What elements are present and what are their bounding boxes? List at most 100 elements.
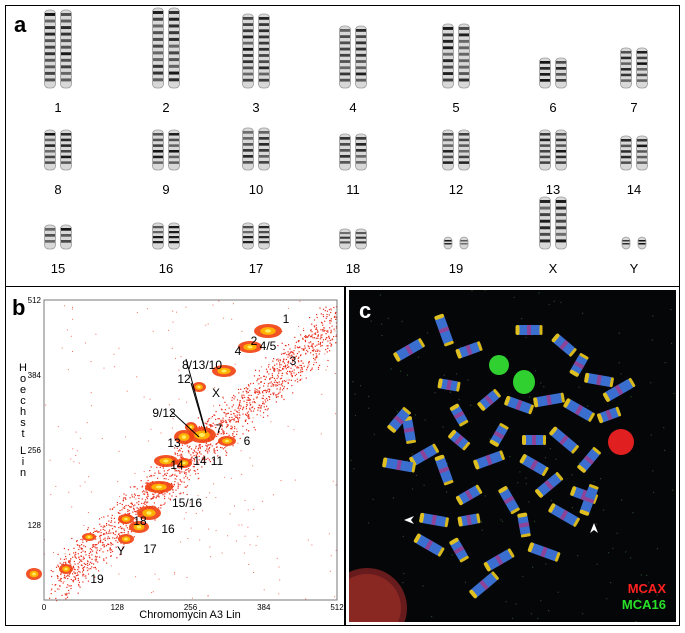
scatter-dot [100,530,101,531]
scatter-dot [158,495,159,496]
scatter-dot [106,523,107,524]
metaphase-chromosome [519,453,549,476]
metaphase-image: c MCAX MCA16 [349,290,676,622]
scatter-dot [314,319,315,320]
scatter-dot [112,544,113,545]
scatter-dot [223,418,224,419]
scatter-dot [298,357,299,358]
peak-center [199,433,205,437]
scatter-dot [326,369,327,370]
scatter-dot [90,562,91,563]
scatter-dot [106,563,107,564]
scatter-dot [128,531,129,532]
scatter-dot [84,558,85,559]
scatter-dot [260,382,261,383]
scatter-dot [330,343,331,344]
scatter-dot [87,529,88,530]
scatter-dot [67,597,68,598]
scatter-dot [93,567,94,568]
scatter-dot [77,450,78,451]
scatter-dot [123,498,124,499]
scatter-dot [219,418,220,419]
chromosome-label-x: X [533,261,573,276]
scatter-dot [176,312,177,313]
scatter-dot [330,308,331,309]
scatter-dot [329,320,330,321]
scatter-dot [85,482,86,483]
scatter-dot [207,452,208,453]
scatter-dot [64,559,65,560]
scatter-dot [147,498,148,499]
scatter-dot [335,373,336,374]
scatter-dot [303,363,304,364]
scatter-dot [239,412,240,413]
plot-frame [44,300,337,600]
scatter-dot [99,550,100,551]
scatter-dot [82,551,83,552]
scatter-dot [225,409,226,410]
scatter-dot [179,370,180,371]
scatter-dot [298,372,299,373]
scatter-dot [160,493,161,494]
scatter-dot [213,423,214,424]
scatter-dot [231,478,232,479]
scatter-dot [102,542,103,543]
scatter-dot [178,486,179,487]
scatter-dot [184,482,185,483]
metaphase-chromosome [563,398,596,423]
scatter-dot [230,513,231,514]
scatter-dot [255,370,256,371]
scatter-dot [67,329,68,330]
scatter-dot [134,511,135,512]
scatter-dot [279,362,280,363]
scatter-dot [86,541,87,542]
chromosome-pair-16 [153,223,180,249]
scatter-dot [123,528,124,529]
scatter-dot [194,470,195,471]
scatter-dot [214,452,215,453]
scatter-dot [97,547,98,548]
scatter-dot [185,472,186,473]
scatter-dot [307,337,308,338]
scatter-dot [184,471,185,472]
scatter-dot [331,330,332,331]
scatter-dot [147,494,148,495]
scatter-dot [335,413,336,414]
scatter-dot [85,578,86,579]
scatter-dot [239,404,240,405]
scatter-dot [267,372,268,373]
scatter-dot [111,525,112,526]
scatter-dot [303,348,304,349]
chromosome-label-18: 18 [333,261,373,276]
scatter-dot [276,359,277,360]
scatter-dot [50,494,51,495]
scatter-dot [83,574,84,575]
scatter-dot [124,508,125,509]
scatter-dot [209,450,210,451]
peak-label: 18 [133,514,147,528]
scatter-dot [180,480,181,481]
scatter-dot [232,435,233,436]
scatter-dot [301,365,302,366]
scatter-dot [310,341,311,342]
scatter-dot [249,402,250,403]
scatter-dot [188,470,189,471]
chromosome-label-4: 4 [333,100,373,115]
scatter-dot [217,418,218,419]
scatter-dot [104,530,105,531]
x-axis-label: Chromomycin A3 Lin [139,609,241,621]
scatter-dot [313,358,314,359]
scatter-dot [239,402,240,403]
peak-label: X [212,386,220,400]
scatter-dot [103,559,104,560]
scatter-dot [89,557,90,558]
scatter-dot [57,576,58,577]
scatter-dot [167,473,168,474]
scatter-dot [89,564,90,565]
scatter-dot [311,324,312,325]
scatter-dot [88,581,89,582]
scatter-dot [196,452,197,453]
metaphase-chromosome [434,313,454,346]
metaphase-chromosomes [349,290,676,622]
scatter-dot [319,353,320,354]
